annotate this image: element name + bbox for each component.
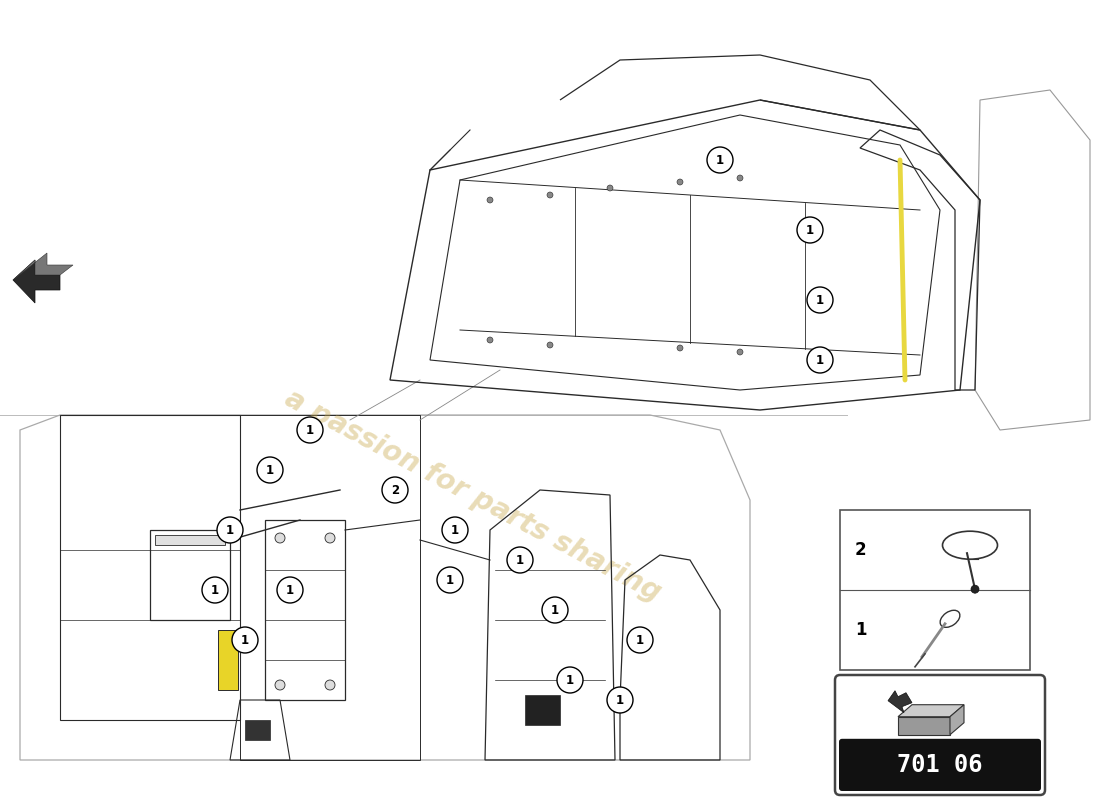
Polygon shape: [13, 260, 60, 303]
Circle shape: [437, 567, 463, 593]
Circle shape: [707, 147, 733, 173]
Text: 1: 1: [516, 554, 524, 566]
Circle shape: [442, 517, 468, 543]
Circle shape: [557, 667, 583, 693]
Polygon shape: [898, 717, 950, 734]
Polygon shape: [950, 705, 964, 734]
Text: 1: 1: [816, 294, 824, 306]
Circle shape: [202, 577, 228, 603]
Circle shape: [232, 627, 258, 653]
Text: 2: 2: [390, 483, 399, 497]
Text: 1: 1: [286, 583, 294, 597]
Circle shape: [798, 217, 823, 243]
Text: 1: 1: [306, 423, 315, 437]
Text: 1: 1: [451, 523, 459, 537]
Text: 701 06: 701 06: [898, 753, 982, 777]
Text: 2: 2: [855, 541, 867, 559]
Circle shape: [297, 417, 323, 443]
Circle shape: [676, 345, 683, 351]
FancyBboxPatch shape: [835, 675, 1045, 795]
Circle shape: [487, 197, 493, 203]
Text: 1: 1: [565, 674, 574, 686]
Circle shape: [971, 586, 979, 594]
Circle shape: [607, 687, 632, 713]
Text: 1: 1: [616, 694, 624, 706]
Text: a passion for parts sharing: a passion for parts sharing: [280, 385, 666, 607]
Bar: [245, 720, 270, 740]
Circle shape: [547, 192, 553, 198]
Text: 1: 1: [716, 154, 724, 166]
Polygon shape: [155, 535, 226, 545]
Circle shape: [324, 680, 336, 690]
Circle shape: [737, 349, 742, 355]
Text: 1: 1: [241, 634, 249, 646]
Text: 1: 1: [266, 463, 274, 477]
Text: 1: 1: [226, 523, 234, 537]
Circle shape: [382, 477, 408, 503]
Polygon shape: [898, 705, 964, 717]
Circle shape: [275, 680, 285, 690]
Text: 1: 1: [806, 223, 814, 237]
Bar: [218, 630, 238, 690]
FancyBboxPatch shape: [839, 739, 1041, 791]
Circle shape: [217, 517, 243, 543]
Circle shape: [607, 185, 613, 191]
Text: 1: 1: [816, 354, 824, 366]
Circle shape: [507, 547, 534, 573]
Circle shape: [257, 457, 283, 483]
Circle shape: [277, 577, 302, 603]
Circle shape: [807, 347, 833, 373]
Text: 1: 1: [855, 621, 867, 639]
Bar: [525, 695, 560, 725]
Text: 1: 1: [551, 603, 559, 617]
Circle shape: [627, 627, 653, 653]
Text: 1: 1: [446, 574, 454, 586]
Circle shape: [737, 175, 742, 181]
Circle shape: [547, 342, 553, 348]
Bar: [840, 510, 1030, 670]
Text: 1: 1: [211, 583, 219, 597]
Circle shape: [275, 533, 285, 543]
Circle shape: [324, 533, 336, 543]
Text: 1: 1: [636, 634, 645, 646]
Circle shape: [487, 337, 493, 343]
Circle shape: [807, 287, 833, 313]
Circle shape: [676, 179, 683, 185]
Polygon shape: [13, 253, 73, 280]
Polygon shape: [888, 690, 912, 713]
Circle shape: [542, 597, 568, 623]
